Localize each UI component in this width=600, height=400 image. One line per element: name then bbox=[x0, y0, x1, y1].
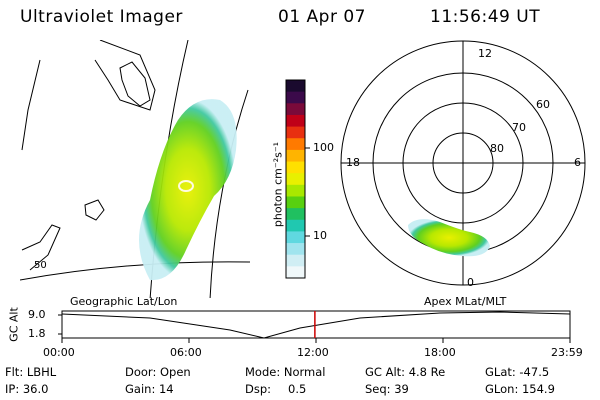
colorbar-tick-100: 100 bbox=[313, 141, 334, 154]
colorbar-band bbox=[286, 138, 305, 151]
seq-info: Seq: 39 bbox=[365, 382, 409, 396]
lat-label-80: 80 bbox=[490, 142, 504, 155]
door-info: Door: Open bbox=[125, 365, 191, 379]
mlt-label-18: 18 bbox=[346, 156, 360, 169]
date-label: 01 Apr 07 bbox=[278, 7, 366, 27]
dsp-value: 0.5 bbox=[288, 382, 307, 396]
mlt-label-6: 6 bbox=[574, 156, 581, 169]
polar-panel-caption: Apex MLat/MLT bbox=[424, 295, 507, 308]
timeline-x-tick: 18:00 bbox=[424, 346, 456, 359]
colorbar-band bbox=[286, 196, 305, 209]
mode-info: Mode: Normal bbox=[245, 365, 326, 379]
filter-info: Flt: LBHL bbox=[5, 365, 57, 379]
time-label: 11:56:49 UT bbox=[430, 7, 541, 27]
colorbar-band bbox=[286, 114, 305, 128]
mlt-label-12: 12 bbox=[478, 47, 492, 60]
colorbar-band bbox=[286, 219, 305, 232]
colorbar-band bbox=[286, 126, 305, 139]
glon-info: GLon: 154.9 bbox=[485, 382, 555, 396]
colorbar-band bbox=[286, 161, 305, 174]
gain-info: Gain: 14 bbox=[125, 382, 174, 396]
lat-label-60: 60 bbox=[536, 98, 550, 111]
colorbar-band bbox=[286, 103, 305, 116]
timeline-x-tick: 23:59 bbox=[551, 346, 583, 359]
colorbar-band bbox=[286, 266, 305, 279]
dsp-label: Dsp: bbox=[245, 382, 272, 396]
colorbar-band bbox=[286, 254, 305, 267]
colorbar-band bbox=[286, 91, 305, 104]
altitude-timeline bbox=[58, 310, 571, 343]
colorbar bbox=[286, 80, 305, 279]
geo-panel-caption: Geographic Lat/Lon bbox=[70, 295, 178, 308]
timeline-x-tick: 00:00 bbox=[43, 346, 75, 359]
instrument-title: Ultraviolet Imager bbox=[20, 7, 183, 27]
mlt-label-0: 0 bbox=[467, 276, 474, 289]
timeline-x-tick: 06:00 bbox=[170, 346, 202, 359]
colorbar-band bbox=[286, 243, 305, 256]
ip-info: IP: 36.0 bbox=[5, 382, 49, 396]
colorbar-band bbox=[286, 184, 305, 197]
geo-lat-label: 50 bbox=[34, 260, 47, 271]
colorbar-tick-10: 10 bbox=[313, 229, 327, 242]
polar-plot bbox=[340, 40, 586, 286]
colorbar-band bbox=[286, 231, 305, 244]
timeline-y-tick-max: 9.0 bbox=[28, 308, 46, 321]
colorbar-band bbox=[286, 80, 305, 93]
glat-info: GLat: -47.5 bbox=[485, 365, 550, 379]
timeline-y-label: GC Alt bbox=[7, 307, 21, 342]
geographic-map: 50 bbox=[20, 40, 251, 298]
gc-alt-info: GC Alt: 4.8 Re bbox=[365, 365, 446, 379]
colorbar-band bbox=[286, 208, 305, 221]
colorbar-band bbox=[286, 173, 305, 186]
timeline-x-tick: 12:00 bbox=[297, 346, 329, 359]
colorbar-band bbox=[286, 149, 305, 163]
colorbar-unit-label: photon cm⁻²s⁻¹ bbox=[271, 141, 285, 228]
lat-label-70: 70 bbox=[512, 121, 526, 134]
timeline-y-tick-min: 1.8 bbox=[28, 327, 46, 340]
